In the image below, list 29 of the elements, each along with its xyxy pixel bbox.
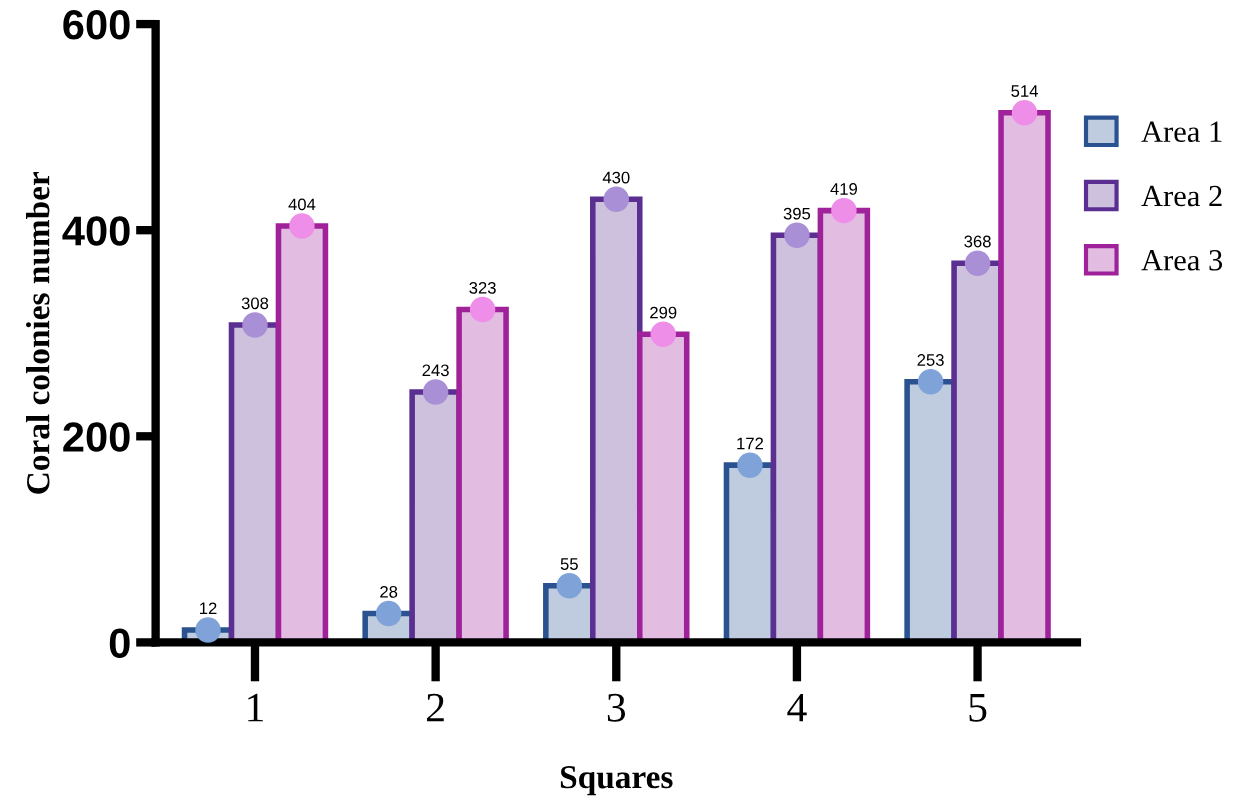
data-label: 253 bbox=[917, 354, 944, 366]
y-tick-label: 0 bbox=[109, 628, 130, 658]
data-label: 12 bbox=[200, 602, 217, 615]
y-tick-label: 400 bbox=[62, 216, 130, 246]
data-label: 323 bbox=[469, 281, 496, 294]
y-axis-title: Coral colonies number bbox=[26, 171, 50, 494]
legend-label: Area 3 bbox=[1141, 250, 1223, 271]
data-label: 299 bbox=[650, 306, 677, 319]
data-label: 419 bbox=[830, 183, 858, 195]
data-label: 28 bbox=[380, 585, 398, 598]
legend-label: Area 2 bbox=[1141, 185, 1222, 207]
x-tick-label: 1 bbox=[248, 693, 263, 722]
data-label: 55 bbox=[560, 558, 578, 570]
data-label: 514 bbox=[1011, 85, 1038, 97]
data-label: 430 bbox=[602, 171, 630, 184]
data-label: 172 bbox=[737, 437, 764, 450]
x-tick-label: 3 bbox=[607, 693, 626, 722]
x-tick-label: 4 bbox=[787, 693, 807, 722]
data-label: 308 bbox=[241, 297, 269, 310]
y-tick-label: 200 bbox=[63, 422, 130, 452]
x-tick-label: 5 bbox=[969, 694, 987, 722]
data-label: 243 bbox=[422, 364, 449, 377]
data-label: 404 bbox=[288, 198, 316, 211]
x-tick-label: 2 bbox=[427, 693, 444, 722]
x-axis-title: Squares bbox=[560, 765, 673, 796]
y-tick-label: 600 bbox=[63, 10, 130, 40]
legend-label: Area 1 bbox=[1141, 121, 1222, 143]
data-label: 368 bbox=[964, 235, 991, 248]
data-label: 395 bbox=[783, 207, 811, 220]
